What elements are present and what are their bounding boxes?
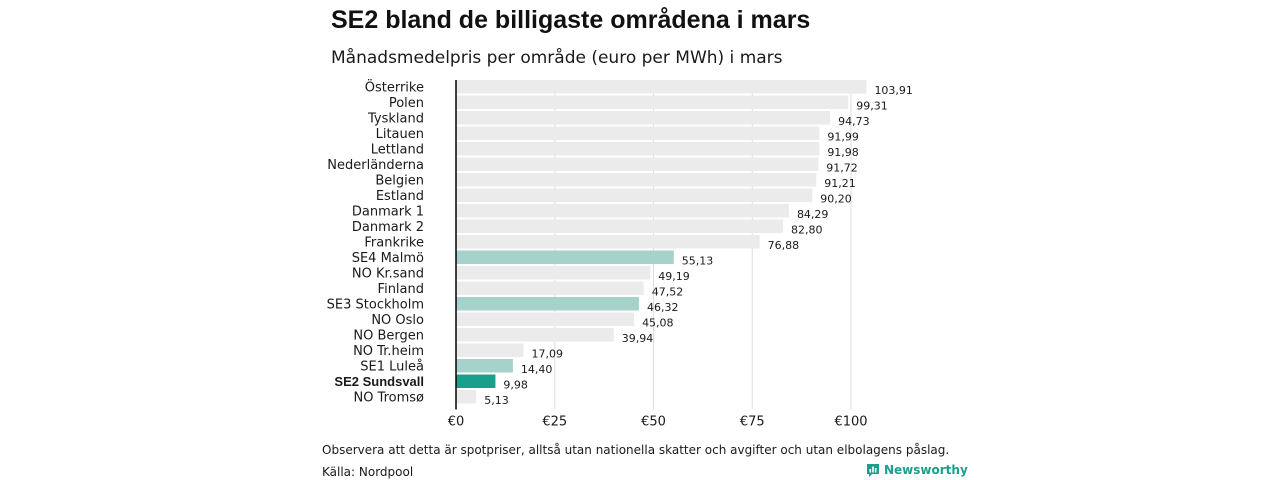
category-label: Frankrike (364, 236, 424, 251)
bar-chart-logo-icon (867, 464, 879, 477)
bars (456, 80, 867, 404)
category-label: Polen (389, 96, 424, 111)
bar (456, 188, 813, 202)
bar (456, 219, 784, 233)
category-label: NO Kr.sand (352, 267, 424, 282)
bar (456, 235, 760, 249)
bar (456, 297, 639, 311)
category-label: NO Tr.heim (353, 344, 424, 359)
bar (456, 111, 831, 125)
category-label: SE3 Stockholm (327, 298, 424, 313)
category-label: SE1 Luleå (360, 360, 424, 375)
value-label: 91,72 (826, 162, 858, 175)
value-label: 45,08 (642, 317, 674, 330)
brand-logo: Newsworthy (866, 462, 968, 478)
category-label: Nederländerna (327, 158, 424, 173)
brand-name: Newsworthy (884, 463, 968, 477)
category-label: SE4 Malmö (352, 251, 424, 266)
value-label: 90,20 (820, 193, 852, 206)
bar (456, 281, 644, 295)
bar (456, 142, 820, 156)
value-label: 14,40 (521, 363, 553, 376)
bar-chart: €0 €25 €50 €75 €100 Österrike 103,91 Polen 99,31… (327, 79, 913, 430)
value-label: 5,13 (484, 394, 509, 407)
source-credit: Källa: Nordpool (322, 465, 414, 479)
category-label: Tyskland (367, 112, 424, 127)
x-tick-label: €0 (448, 415, 465, 430)
bar (456, 390, 477, 404)
category-label: NO Tromsø (353, 391, 424, 406)
bar (456, 204, 789, 218)
value-label: 55,13 (682, 255, 714, 268)
category-label: Litauen (376, 127, 424, 142)
bar (456, 266, 651, 280)
chart-title: SE2 bland de billigaste områdena i mars (331, 6, 811, 34)
category-label: Danmark 1 (352, 205, 424, 220)
bar (456, 126, 820, 140)
bar (456, 328, 614, 342)
labels: €0 €25 €50 €75 €100 Österrike 103,91 Polen 99,31… (327, 79, 913, 430)
value-label: 9,98 (503, 379, 528, 392)
bar (456, 359, 513, 373)
footnote: Observera att detta är spotpriser, allts… (322, 443, 950, 457)
value-label: 46,32 (647, 301, 679, 314)
value-label: 49,19 (658, 270, 690, 283)
value-label: 82,80 (791, 224, 823, 237)
category-label: SE2 Sundsvall (334, 374, 424, 389)
bar (456, 250, 674, 264)
value-label: 99,31 (856, 100, 888, 113)
bar (456, 312, 635, 326)
bar (456, 95, 849, 109)
bar (456, 80, 867, 94)
category-label: Finland (378, 282, 424, 297)
category-label: Österrike (365, 79, 424, 96)
x-tick-label: €50 (641, 415, 666, 430)
value-label: 91,21 (824, 177, 856, 190)
value-label: 17,09 (532, 348, 564, 361)
bar (456, 173, 817, 187)
value-label: 103,91 (874, 84, 913, 97)
value-label: 47,52 (652, 286, 684, 299)
value-label: 91,98 (827, 146, 859, 159)
value-label: 84,29 (797, 208, 829, 221)
x-tick-label: €25 (542, 415, 567, 430)
bar (456, 343, 524, 357)
chart-subtitle: Månadsmedelpris per område (euro per MWh… (331, 48, 783, 68)
value-label: 91,99 (827, 131, 859, 144)
x-tick-label: €75 (740, 415, 765, 430)
bar (456, 157, 819, 171)
bar (456, 374, 496, 388)
category-label: NO Bergen (353, 329, 424, 344)
value-label: 76,88 (768, 239, 800, 252)
category-label: Lettland (371, 143, 424, 158)
value-label: 39,94 (622, 332, 654, 345)
category-label: Belgien (375, 174, 424, 189)
x-tick-label: €100 (834, 415, 867, 430)
category-label: Estland (376, 189, 424, 204)
value-label: 94,73 (838, 115, 870, 128)
category-label: NO Oslo (371, 313, 424, 328)
category-label: Danmark 2 (352, 220, 424, 235)
